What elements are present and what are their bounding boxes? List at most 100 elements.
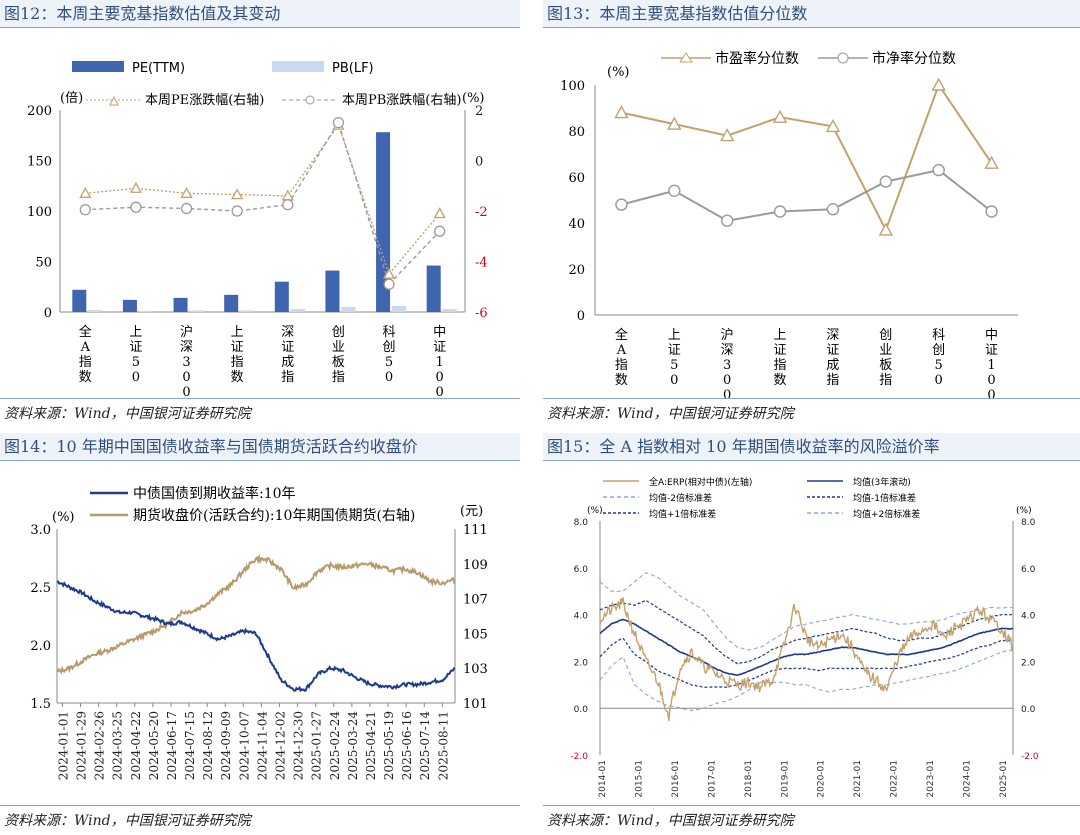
legend-marker-pe-change bbox=[109, 95, 119, 106]
x-tick-label: 2021-01 bbox=[853, 760, 863, 798]
marker-pb-change bbox=[79, 204, 91, 216]
bar-pb bbox=[341, 306, 356, 312]
x-tick-label: 2025-01-27 bbox=[310, 711, 324, 780]
x-tick-label: 上证指数 bbox=[231, 325, 244, 385]
line-plus-2sd bbox=[599, 571, 1014, 651]
bar-pe bbox=[173, 297, 188, 312]
marker-pb-pct bbox=[615, 198, 628, 211]
x-tick-label: 2024-02-26 bbox=[93, 711, 107, 780]
chart-source: 资料来源：Wind，中国银河证券研究院 bbox=[0, 398, 520, 423]
panel-fig12: 图12：本周主要宽基指数估值及其变动 PE(TTM) PB(LF) 本周PE涨跌幅(… bbox=[0, 0, 520, 425]
marker-pb-change bbox=[180, 202, 193, 215]
x-tick-label: 2025-07-14 bbox=[418, 711, 432, 781]
bar-pe bbox=[426, 265, 441, 312]
line-plus-1sd bbox=[599, 599, 1014, 665]
x-tick-label: 2024-10-07 bbox=[237, 711, 251, 780]
y-tick-right: 2 bbox=[475, 104, 483, 119]
x-tick-label: 2025-08-11 bbox=[436, 711, 450, 780]
x-tick-label: 沪深 3 0 0 bbox=[180, 324, 193, 398]
chart-fig12: PE(TTM) PB(LF) 本周PE涨跌幅(右轴) 本周PB涨跌幅(右轴) (倍) (%… bbox=[27, 61, 488, 398]
y-tick-right: 103 bbox=[463, 662, 488, 677]
bar-pb bbox=[442, 308, 457, 312]
y-tick-right: 0 bbox=[475, 155, 483, 170]
y-tick: 100 bbox=[560, 79, 585, 94]
legend-label-yield: 中债国债到期收益率:10年 bbox=[133, 485, 296, 502]
marker-pe-pct bbox=[772, 109, 788, 123]
x-tick-label: 上证 5 0 bbox=[668, 328, 681, 388]
x-tick-label: 上证指数 bbox=[774, 328, 787, 388]
y-tick-left: 2.5 bbox=[30, 581, 51, 596]
marker-pe-pct bbox=[720, 128, 735, 142]
x-tick-label: 2020-01 bbox=[817, 760, 827, 798]
x-tick-label: 2025-01 bbox=[999, 760, 1009, 798]
marker-pe-pct bbox=[825, 118, 841, 133]
marker-pe-pct bbox=[984, 155, 999, 169]
marker-pe-change bbox=[180, 186, 193, 198]
line-pb-pct bbox=[621, 169, 993, 222]
x-tick-label: 2024-07-15 bbox=[183, 711, 197, 780]
marker-pb-change bbox=[130, 201, 142, 213]
x-tick-label: 科创 5 0 bbox=[383, 325, 396, 385]
marker-pb-pct bbox=[932, 163, 945, 177]
line-mean bbox=[599, 618, 1014, 677]
marker-pb-pct bbox=[879, 175, 893, 188]
marker-pe-change bbox=[129, 181, 143, 193]
chart-title: 图12：本周主要宽基指数估值及其变动 bbox=[0, 0, 520, 28]
y-tick-right: -2 bbox=[475, 205, 488, 220]
y-tick-right: -2.0 bbox=[1021, 752, 1039, 762]
bar-pb bbox=[240, 310, 255, 312]
marker-pe-change bbox=[382, 267, 396, 279]
bar-pb bbox=[138, 310, 153, 312]
x-tick-label: 2024-05-20 bbox=[147, 711, 161, 780]
chart-title: 图15：全 A 指数相对 10 年期国债收益率的风险溢价率 bbox=[543, 433, 1080, 461]
marker-pb-change bbox=[383, 278, 395, 290]
y-tick-left: 100 bbox=[27, 205, 52, 220]
y-axis-left-unit: (%) bbox=[587, 506, 603, 516]
legend-label: 均值(3年滚动) bbox=[853, 476, 911, 488]
legend-marker-pb-change bbox=[305, 95, 315, 105]
y-tick-left: 150 bbox=[27, 155, 52, 170]
x-tick-label: 2025-05-19 bbox=[382, 711, 396, 780]
y-tick-left: 0 bbox=[44, 306, 52, 321]
marker-pb-pct bbox=[720, 214, 734, 227]
legend-label: 均值-2倍标准差 bbox=[649, 492, 712, 504]
bar-pe bbox=[122, 299, 137, 312]
x-tick-label: 深证成指 bbox=[281, 325, 294, 385]
legend-label: 全A:ERP(相对中债)(左轴) bbox=[649, 476, 752, 488]
marker-pe-pct bbox=[614, 105, 629, 119]
chart-title: 图14：10 年期中国国债收益率与国债期货活跃合约收盘价 bbox=[0, 433, 520, 461]
marker-pe-change bbox=[281, 189, 294, 201]
line-erp bbox=[599, 597, 1014, 722]
chart-source: 资料来源：Wind，中国银河证券研究院 bbox=[543, 805, 1080, 830]
y-tick-left: 3.0 bbox=[30, 523, 51, 538]
marker-pe-change bbox=[79, 186, 92, 198]
x-tick-label: 2024-03-25 bbox=[111, 711, 125, 780]
y-tick-left: 6.0 bbox=[574, 565, 589, 575]
x-tick-label: 2015-01 bbox=[634, 760, 644, 798]
x-tick-label: 2024-12-02 bbox=[274, 711, 288, 780]
line-pe-change bbox=[85, 123, 441, 276]
y-tick-right: 8.0 bbox=[1021, 518, 1036, 528]
bar-pe bbox=[274, 281, 289, 312]
marker-pe-change bbox=[231, 188, 244, 200]
marker-pb-change bbox=[282, 199, 294, 211]
x-tick-label: 深证成指 bbox=[826, 328, 839, 388]
y-tick-left: 200 bbox=[27, 104, 52, 119]
chart-source: 资料来源：Wind，中国银河证券研究院 bbox=[0, 805, 520, 830]
y-tick-left: 2.0 bbox=[30, 639, 51, 654]
x-tick-label: 2025-04-21 bbox=[364, 711, 378, 780]
x-tick-label: 2014-01 bbox=[598, 760, 608, 798]
chart-fig15: 全A:ERP(相对中债)(左轴) 均值(3年滚动) 均值-2倍标准差 均值-1倍标准差… bbox=[570, 476, 1039, 798]
bar-pb bbox=[88, 309, 103, 312]
marker-pb-pct bbox=[826, 202, 840, 216]
marker-pe-pct bbox=[931, 77, 946, 91]
y-axis-left-unit: (倍) bbox=[60, 91, 83, 106]
legend-label: 均值+1倍标准差 bbox=[649, 508, 716, 520]
legend-swatch-pb bbox=[272, 61, 324, 72]
y-tick-left: 8.0 bbox=[574, 518, 589, 528]
panel-fig13: 图13：本周主要宽基指数估值分位数 市盈率分位数 市净率分位数 (%) 0 20 40 60… bbox=[543, 0, 1080, 425]
y-axis-right-unit: (%) bbox=[1016, 506, 1032, 516]
legend-label-pb-change: 本周PB涨跌幅(右轴) bbox=[342, 92, 461, 108]
chart-fig13: 市盈率分位数 市净率分位数 (%) 0 20 40 60 80 100 全 A 指数 上证 5 0 沪深 3 0 0… bbox=[560, 50, 1018, 398]
bar-pe bbox=[72, 289, 87, 312]
